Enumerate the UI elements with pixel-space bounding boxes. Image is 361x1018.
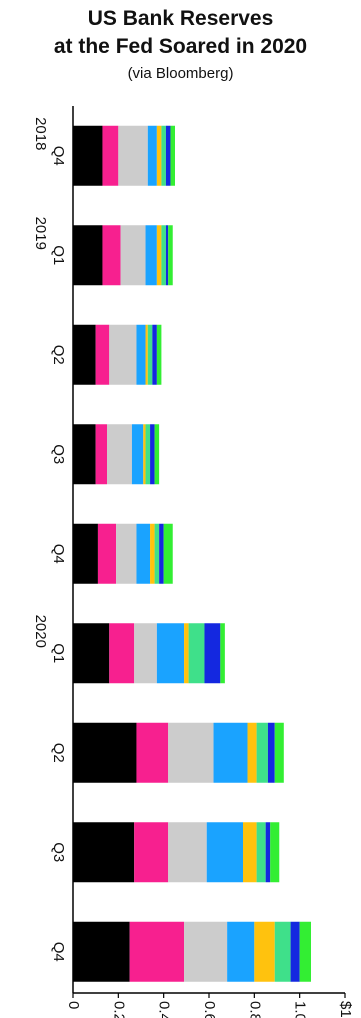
bar-segment-5-0 [73,623,110,684]
bar-segment-5-7 [220,623,225,684]
category-label-2: Q2 [50,345,67,365]
category-label-0: Q4 [50,146,67,166]
bar-segment-8-6 [290,921,300,982]
bar-segment-4-1 [97,523,117,584]
bar-segment-4-0 [73,523,98,584]
bar-segment-7-1 [134,822,169,883]
bar-segment-6-7 [274,722,284,783]
bar-segment-2-7 [156,324,162,385]
bar-segment-2-3 [136,324,146,385]
bar-segment-2-4 [145,324,148,385]
bar-segment-2-0 [73,324,96,385]
category-label-1: Q1 [50,245,67,265]
bar-segment-3-1 [95,424,107,485]
bar-segment-2-5 [147,324,153,385]
bar-segment-0-0 [73,125,103,186]
bar-segment-0-4 [156,125,162,186]
bar-segment-8-2 [184,921,228,982]
x-tick-label-6: $1.2 [337,1001,354,1018]
bar-segment-3-3 [131,424,144,485]
bar-segment-6-1 [136,722,169,783]
x-tick-label-3: 0.6 [201,1001,218,1018]
bar-segment-7-7 [270,822,280,883]
bar-segment-0-7 [170,125,175,186]
bar-segment-5-2 [134,623,157,684]
bar-segment-5-6 [204,623,221,684]
bar-segment-6-4 [247,722,257,783]
bar-segment-4-5 [154,523,160,584]
bar-segment-6-5 [256,722,268,783]
chart-title-line-2: at the Fed Soared in 2020 [53,35,308,58]
bar-segment-3-6 [150,424,155,485]
bar-segment-1-1 [102,225,121,286]
bar-segment-2-2 [109,324,137,385]
chart-title-line-1: US Bank Reserves [87,7,274,30]
x-tick-label-0: 0 [65,1001,82,1009]
bar-segment-8-5 [274,921,291,982]
bar-segment-0-5 [161,125,166,186]
bar-segment-6-0 [73,722,137,783]
bar-segment-7-5 [256,822,266,883]
bar-segment-3-7 [154,424,160,485]
bar-segment-5-5 [188,623,205,684]
bar-segment-1-4 [156,225,162,286]
x-tick-label-4: 0.8 [246,1001,263,1018]
bar-segment-8-0 [73,921,130,982]
bar-segment-3-0 [73,424,96,485]
year-label-2: 2020 [32,615,49,648]
category-label-4: Q4 [50,544,67,564]
bar-segment-7-4 [243,822,257,883]
bar-segment-5-1 [109,623,135,684]
bar-segment-5-3 [156,623,185,684]
bar-segment-4-2 [116,523,137,584]
bar-segment-6-6 [267,722,275,783]
bar-segment-6-3 [213,722,248,783]
category-label-3: Q3 [50,444,67,464]
category-label-6: Q2 [50,743,67,763]
bar-segment-3-2 [107,424,132,485]
bar-segment-2-6 [152,324,157,385]
bar-segment-0-1 [102,125,119,186]
x-tick-label-1: 0.2 [110,1001,127,1018]
bar-segment-3-5 [145,424,151,485]
bar-segment-7-3 [206,822,243,883]
bar-segment-8-4 [254,921,275,982]
year-label-0: 2018 [32,117,49,150]
bar-segment-7-6 [265,822,271,883]
bar-segment-4-3 [136,523,151,584]
x-tick-label-2: 0.4 [156,1001,173,1018]
bar-segment-1-3 [145,225,157,286]
bar-segment-1-5 [161,225,166,286]
bar-segment-2-1 [95,324,110,385]
category-label-5: Q1 [50,643,67,663]
bar-segment-0-2 [118,125,148,186]
bar-segment-3-4 [143,424,146,485]
bar-segment-0-3 [147,125,157,186]
bar-segment-1-6 [165,225,169,286]
bar-segment-1-0 [73,225,103,286]
year-label-1: 2019 [32,217,49,250]
bar-segment-8-3 [227,921,255,982]
x-tick-label-5: 1.0 [292,1001,309,1018]
chart-subtitle: (via Bloomberg) [127,65,234,82]
bar-segment-4-6 [159,523,164,584]
bar-segment-4-7 [163,523,173,584]
category-label-8: Q4 [50,942,67,962]
bar-segment-1-7 [168,225,173,286]
bar-segment-8-1 [129,921,185,982]
bar-segment-4-4 [150,523,155,584]
bar-segment-7-2 [168,822,207,883]
bar-segment-1-2 [120,225,146,286]
bar-segment-5-4 [184,623,189,684]
category-label-7: Q3 [50,842,67,862]
bar-segment-6-2 [168,722,214,783]
bar-segment-0-6 [165,125,171,186]
bar-segment-8-7 [299,921,311,982]
bar-segment-7-0 [73,822,135,883]
